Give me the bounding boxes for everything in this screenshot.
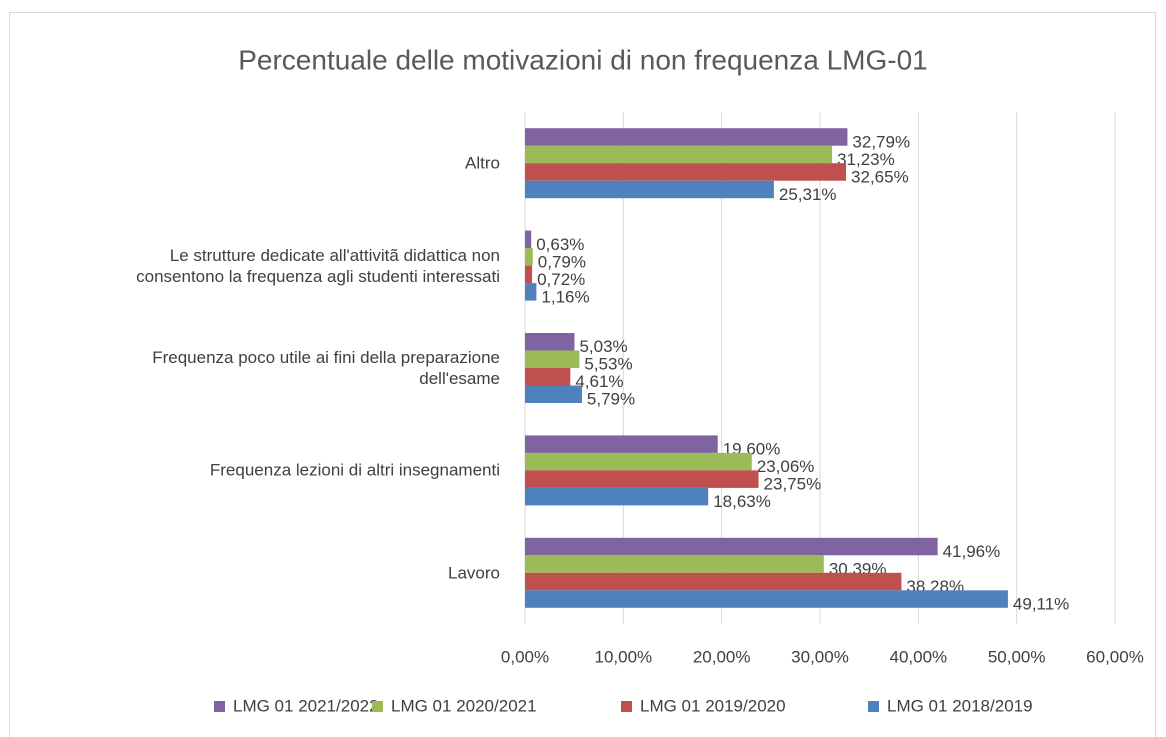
x-tick-label: 50,00% — [988, 647, 1046, 666]
y-tick-label: Frequenza poco utile ai fini della prepa… — [152, 348, 500, 388]
data-label: 0,79% — [538, 252, 586, 271]
bar — [525, 128, 848, 146]
bar — [525, 283, 537, 301]
x-tick-label: 20,00% — [693, 647, 751, 666]
bar — [525, 145, 833, 164]
legend-swatch — [621, 701, 632, 712]
data-label: 18,63% — [713, 492, 771, 511]
bar — [525, 265, 533, 284]
data-label: 49,11% — [1013, 595, 1069, 614]
bar — [525, 537, 938, 556]
data-label: 5,03% — [579, 337, 627, 356]
bar — [525, 435, 718, 453]
bar — [525, 333, 575, 351]
bar — [525, 487, 709, 506]
chart-border — [9, 12, 1156, 737]
bar — [525, 385, 582, 403]
data-label: 32,79% — [852, 132, 910, 151]
x-tick-label: 10,00% — [594, 647, 652, 666]
legend-swatch — [214, 701, 225, 712]
data-label: 32,65% — [851, 167, 909, 186]
bar — [525, 470, 759, 488]
y-tick-label: Lavoro — [448, 563, 500, 583]
y-tick-label: Le strutture dedicate all'attivitã didat… — [136, 245, 500, 286]
legend-label: LMG 01 2020/2021 — [391, 696, 537, 715]
y-tick-label: Frequenza lezioni di altri insegnamenti — [209, 460, 500, 480]
data-label: 4,61% — [575, 372, 623, 391]
bar — [525, 350, 580, 368]
bar — [525, 452, 752, 471]
legend-label: LMG 01 2018/2019 — [887, 696, 1033, 715]
data-label: 0,63% — [536, 235, 584, 254]
bar — [525, 555, 824, 573]
bar — [525, 180, 774, 199]
bar — [525, 590, 1008, 608]
x-tick-label: 60,00% — [1086, 647, 1144, 666]
bar — [525, 368, 571, 386]
bar — [525, 572, 902, 591]
data-label: 5,53% — [584, 355, 632, 374]
bar — [525, 163, 847, 181]
data-label: 5,79% — [587, 390, 635, 409]
chart-title: Percentuale delle motivazioni di non fre… — [238, 44, 928, 75]
legend-label: LMG 01 2019/2020 — [640, 696, 786, 715]
legend-label: LMG 01 2021/2022 — [233, 696, 379, 715]
x-tick-label: 30,00% — [791, 647, 849, 666]
data-label: 23,06% — [757, 457, 815, 476]
data-label: 41,96% — [943, 542, 1001, 561]
x-tick-label: 0,00% — [501, 647, 549, 666]
y-tick-label: Altro — [465, 153, 500, 173]
data-label: 25,31% — [779, 185, 837, 204]
data-label: 0,72% — [537, 270, 585, 289]
bar — [525, 230, 532, 249]
bar — [525, 248, 533, 266]
legend-swatch — [868, 701, 879, 712]
data-label: 31,23% — [837, 150, 895, 169]
data-label: 23,75% — [764, 475, 822, 494]
x-tick-label: 40,00% — [889, 647, 947, 666]
legend-swatch — [372, 701, 383, 712]
data-label: 1,16% — [541, 287, 589, 306]
